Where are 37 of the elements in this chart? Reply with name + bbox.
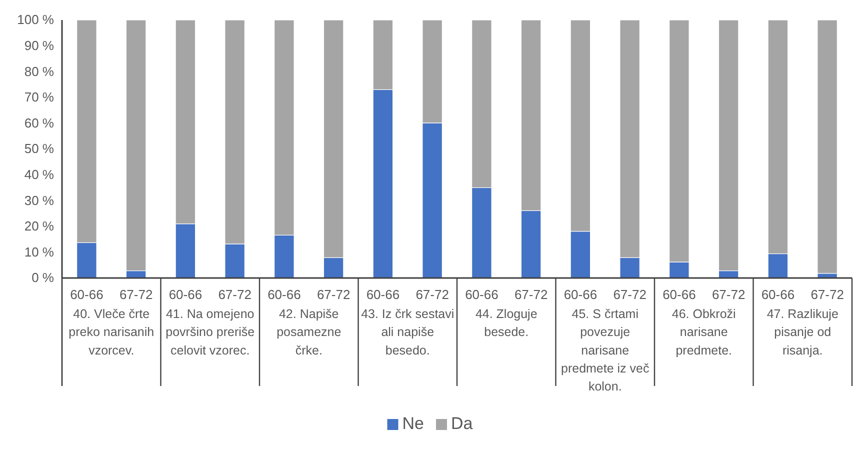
y-tick-label: 90 % (24, 38, 54, 53)
y-tick-label: 10 % (24, 244, 54, 260)
x-tick-label: 67-72 (218, 287, 252, 302)
x-tick-label: 67-72 (416, 287, 449, 302)
x-tick-label: 60-66 (70, 287, 104, 302)
x-tick-label: 60-66 (268, 287, 301, 302)
y-tick-label: 100 % (17, 12, 54, 28)
y-tick-label: 70 % (24, 90, 54, 105)
text: 44. Zloguje besede. (475, 307, 538, 340)
x-tick-label: 67-72 (514, 287, 548, 302)
x-tick-label: 67-72 (810, 287, 844, 302)
x-tick-label: 60-66 (465, 287, 498, 302)
text: 46. Obkroži narisane predmete. (672, 307, 736, 358)
y-tick-label: 50 % (24, 141, 54, 156)
text: 41. Na omejeno površino preriše celovit vzorec. (166, 307, 255, 358)
text: 40. Vleče črte preko narisanih vzorcev. (68, 307, 154, 358)
x-tick-label: 60-66 (366, 287, 400, 302)
legend-label: Da (451, 414, 474, 433)
legend-label: Ne (402, 414, 424, 433)
x-tick-label: 67-72 (613, 287, 646, 302)
x-tick-label: 67-72 (119, 287, 153, 302)
x-tick-label: 67-72 (316, 287, 350, 302)
x-tick-label: 60-66 (168, 287, 202, 302)
y-tick-label: 80 % (24, 64, 54, 79)
x-tick-label: 60-66 (564, 287, 598, 302)
text: 43. Iz črk sestavi ali napiše besedo. (361, 307, 454, 358)
y-tick-label: 60 % (24, 115, 54, 130)
y-tick-label: 20 % (24, 218, 54, 234)
x-tick-label: 60-66 (761, 287, 795, 302)
y-tick-label: 30 % (24, 192, 54, 208)
y-tick-label: 40 % (24, 166, 54, 182)
x-tick-label: 67-72 (712, 287, 746, 302)
y-tick-label: 0 % (32, 270, 54, 286)
x-tick-label: 60-66 (662, 287, 696, 302)
text: 47. Razlikuje pisanje od risanja. (766, 307, 838, 358)
text: 45. S črtami povezuje narisane predmete iz več kolon. (561, 307, 650, 394)
text: 42. Napiše posamezne črke. (276, 307, 342, 358)
